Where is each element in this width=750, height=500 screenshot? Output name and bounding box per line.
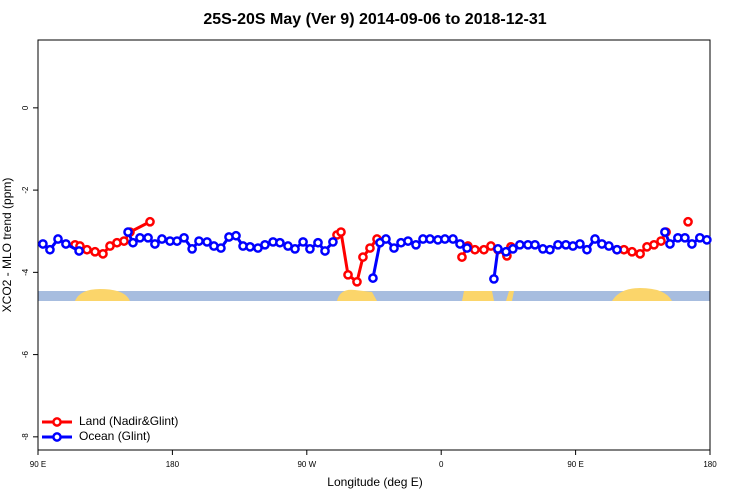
x-tick-label: 0 bbox=[439, 460, 444, 469]
data-point bbox=[515, 239, 525, 250]
data-point bbox=[389, 243, 399, 253]
data-point bbox=[604, 241, 614, 251]
series-line bbox=[75, 222, 688, 282]
x-tick-label: 90 W bbox=[297, 460, 316, 469]
data-point bbox=[660, 227, 670, 237]
data-point bbox=[260, 239, 270, 250]
data-point bbox=[649, 239, 659, 250]
legend-label: Ocean (Glint) bbox=[79, 429, 150, 443]
data-point bbox=[455, 239, 465, 249]
data-point bbox=[545, 244, 555, 255]
data-point bbox=[119, 236, 129, 246]
data-point bbox=[489, 274, 499, 284]
data-point bbox=[179, 232, 189, 243]
legend-label: Land (Nadir&Glint) bbox=[79, 414, 178, 428]
y-tick-label: -2 bbox=[21, 186, 30, 194]
data-point bbox=[627, 246, 637, 257]
data-point bbox=[128, 237, 138, 248]
data-point bbox=[53, 234, 63, 244]
data-point bbox=[365, 243, 375, 253]
data-point bbox=[290, 244, 300, 254]
data-point bbox=[216, 243, 226, 253]
data-point bbox=[74, 246, 84, 256]
data-point bbox=[320, 246, 330, 256]
data-point bbox=[358, 252, 368, 262]
data-point bbox=[145, 216, 155, 227]
data-point bbox=[352, 276, 362, 287]
data-point bbox=[590, 234, 600, 244]
data-point bbox=[61, 239, 71, 249]
data-point bbox=[448, 234, 458, 244]
data-point bbox=[683, 216, 693, 227]
plot-frame bbox=[37, 39, 711, 451]
data-point bbox=[275, 237, 285, 248]
chart-title: 25S-20S May (Ver 9) 2014-09-06 to 2018-1… bbox=[203, 11, 546, 28]
data-point bbox=[313, 237, 323, 248]
data-point bbox=[479, 244, 489, 255]
data-point bbox=[123, 227, 133, 237]
y-tick-label: -8 bbox=[21, 433, 30, 441]
data-point bbox=[575, 239, 585, 249]
data-point bbox=[665, 239, 675, 249]
data-point bbox=[245, 242, 255, 252]
x-tick-label: 180 bbox=[703, 460, 717, 469]
data-point bbox=[702, 235, 712, 245]
data-point bbox=[343, 269, 353, 280]
data-point bbox=[336, 227, 346, 237]
x-axis-label: Longitude (deg E) bbox=[327, 475, 422, 489]
data-point bbox=[150, 239, 160, 249]
data-point bbox=[457, 252, 467, 262]
data-point bbox=[656, 236, 666, 246]
x-tick-label: 90 E bbox=[567, 460, 583, 469]
data-point bbox=[612, 244, 622, 255]
y-tick-label: -4 bbox=[21, 268, 30, 276]
y-tick-label: -6 bbox=[21, 350, 30, 358]
data-point bbox=[493, 244, 503, 254]
map-strip bbox=[38, 288, 710, 301]
data-point bbox=[194, 236, 204, 246]
data-point bbox=[187, 244, 197, 254]
data-point bbox=[368, 273, 378, 283]
data-point bbox=[411, 239, 421, 250]
data-point bbox=[157, 234, 167, 244]
legend-marker bbox=[52, 432, 62, 442]
x-tick-label: 90 E bbox=[30, 460, 46, 469]
data-point bbox=[381, 234, 391, 244]
data-point bbox=[90, 246, 100, 257]
land-patch bbox=[75, 289, 130, 301]
data-point bbox=[328, 237, 338, 247]
data-point bbox=[98, 248, 108, 259]
data-point bbox=[470, 244, 480, 255]
data-point bbox=[298, 237, 308, 247]
data-point bbox=[82, 244, 92, 255]
data-point bbox=[38, 239, 48, 249]
data-point bbox=[231, 230, 241, 241]
data-point bbox=[143, 232, 153, 243]
data-point bbox=[635, 248, 645, 259]
data-point bbox=[440, 234, 450, 244]
data-point bbox=[680, 232, 690, 243]
y-tick-label: 0 bbox=[21, 105, 30, 110]
data-point bbox=[305, 244, 315, 254]
x-tick-label: 180 bbox=[166, 460, 180, 469]
y-axis-label: XCO2 - MLO trend (ppm) bbox=[0, 178, 14, 313]
data-point bbox=[425, 234, 435, 244]
data-point bbox=[462, 243, 472, 253]
data-point bbox=[687, 239, 697, 249]
legend-marker bbox=[52, 417, 62, 427]
data-point bbox=[135, 232, 145, 243]
data-point bbox=[403, 236, 413, 246]
data-point bbox=[202, 237, 212, 247]
data-point bbox=[582, 244, 592, 255]
land-patch bbox=[612, 288, 672, 301]
land-patch bbox=[506, 291, 514, 301]
data-point bbox=[530, 239, 540, 250]
land-patch bbox=[462, 291, 494, 301]
data-point bbox=[508, 244, 518, 254]
data-point bbox=[553, 239, 563, 250]
land-patch bbox=[337, 289, 377, 301]
data-point bbox=[45, 244, 55, 255]
